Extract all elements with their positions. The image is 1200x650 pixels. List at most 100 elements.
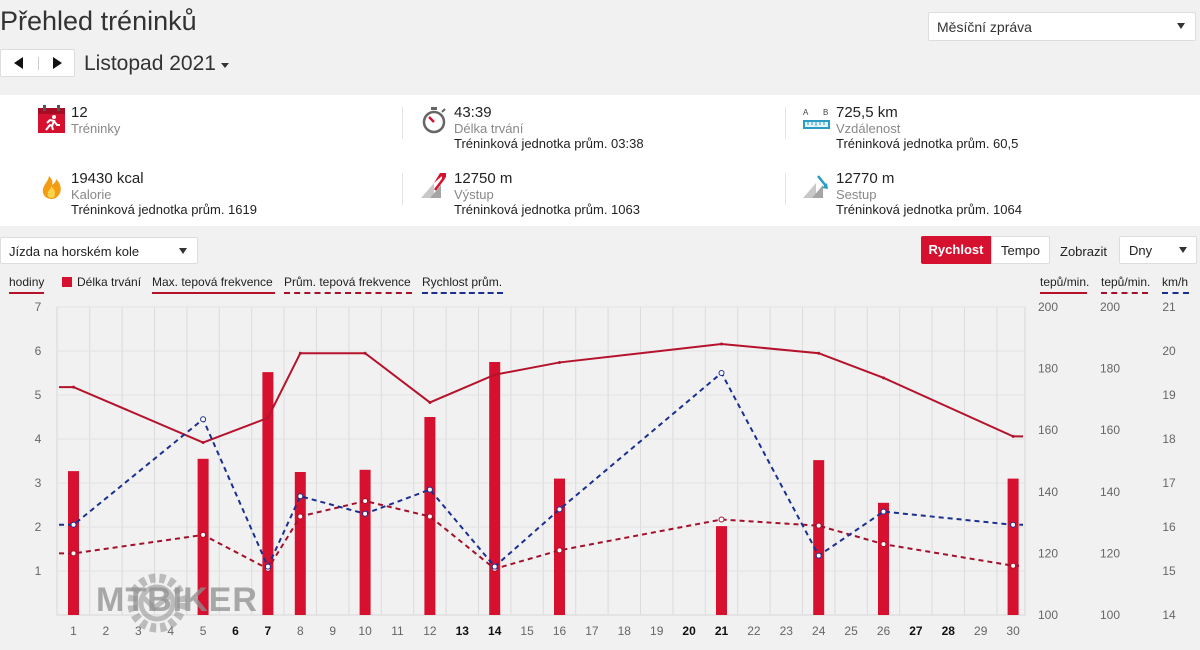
report-type-select[interactable]: Měsíční zpráva [928, 12, 1196, 41]
max-hr-point[interactable] [720, 342, 723, 346]
max-hr-point[interactable] [882, 376, 885, 380]
avg-speed-point[interactable] [880, 508, 887, 515]
x-tick-label[interactable]: 17 [585, 624, 599, 638]
previous-period-button[interactable] [1, 50, 38, 76]
period-label[interactable]: Listopad 2021 [84, 52, 216, 75]
ruler-distance-icon: A B [803, 108, 830, 129]
x-tick-label[interactable]: 20 [682, 624, 696, 638]
y-right-avg-hr-tick-label: 180 [1100, 362, 1120, 376]
legend-duration[interactable]: Délka trvání [77, 275, 142, 289]
max-hr-point[interactable] [428, 400, 432, 404]
pace-toggle-button[interactable]: Tempo [991, 236, 1050, 264]
x-tick-label[interactable]: 4 [167, 624, 174, 638]
max-hr-point[interactable] [558, 360, 561, 364]
x-tick-label[interactable]: 10 [358, 624, 372, 638]
x-tick-label[interactable]: 15 [520, 624, 534, 638]
left-axis-unit-line [9, 292, 44, 294]
duration-bar[interactable] [294, 472, 306, 615]
page-title: Přehled tréninků [0, 6, 197, 36]
period-dropdown-icon[interactable] [221, 63, 229, 68]
max-hr-point[interactable] [817, 351, 821, 355]
x-tick-label[interactable]: 14 [488, 624, 502, 638]
legend-avg-speed[interactable]: Rychlost prům. [422, 275, 503, 289]
x-tick-label[interactable]: 6 [232, 624, 239, 638]
x-tick-label[interactable]: 1 [70, 624, 77, 638]
stats-panel: 12 Tréninky 43:39 Délka trvání Tréninkov… [0, 95, 1200, 226]
duration-bar[interactable] [489, 362, 501, 615]
mtbiker-logo-icon [127, 573, 187, 633]
x-tick-label[interactable]: 21 [715, 624, 729, 638]
avg-speed-point[interactable] [718, 370, 725, 376]
duration-bar[interactable] [262, 372, 274, 615]
avg-hr-point[interactable] [297, 513, 304, 520]
avg-speed-point[interactable] [362, 510, 369, 517]
x-tick-label[interactable]: 23 [780, 624, 794, 638]
avg-hr-point[interactable] [880, 541, 887, 548]
avg-speed-point[interactable] [1010, 521, 1017, 528]
max-hr-point[interactable] [72, 385, 75, 389]
x-tick-label[interactable]: 30 [1006, 624, 1020, 638]
max-hr-point[interactable] [363, 351, 367, 355]
x-tick-label[interactable]: 2 [103, 624, 110, 638]
max-hr-point[interactable] [493, 373, 497, 377]
stat-calories: 19430 kcal Kalorie Tréninková jednotka p… [37, 170, 417, 220]
x-tick-label[interactable]: 11 [391, 624, 404, 638]
duration-bar[interactable] [554, 478, 565, 615]
x-tick-label[interactable]: 16 [553, 624, 567, 638]
right-axis-unit-max-hr: tepů/min. [1040, 275, 1090, 289]
next-period-button[interactable] [38, 50, 75, 76]
x-tick-label[interactable]: 28 [942, 624, 956, 638]
duration-bar[interactable] [813, 460, 825, 615]
x-tick-label[interactable]: 19 [650, 624, 664, 638]
x-tick-label[interactable]: 9 [329, 624, 336, 638]
duration-bar[interactable] [878, 502, 889, 615]
x-tick-label[interactable]: 12 [423, 624, 437, 638]
max-hr-point[interactable] [266, 416, 270, 420]
x-tick-label[interactable]: 22 [747, 624, 761, 638]
max-hr-point[interactable] [201, 441, 205, 445]
avg-speed-point[interactable] [491, 563, 498, 570]
x-tick-label[interactable]: 24 [812, 624, 826, 638]
speed-toggle-button[interactable]: Rychlost [921, 236, 991, 264]
duration-bar[interactable] [359, 469, 371, 615]
x-tick-label[interactable]: 13 [456, 624, 470, 638]
x-tick-label[interactable]: 25 [844, 624, 858, 638]
duration-bar[interactable] [68, 471, 79, 615]
avg-hr-point[interactable] [70, 550, 77, 557]
avg-speed-point[interactable] [297, 493, 304, 500]
max-hr-point[interactable] [1011, 434, 1015, 438]
x-tick-label[interactable]: 29 [974, 624, 988, 638]
duration-bar[interactable] [716, 526, 727, 615]
avg-speed-point[interactable] [70, 521, 77, 528]
avg-speed-point[interactable] [200, 416, 207, 423]
avg-hr-point[interactable] [556, 547, 563, 554]
avg-hr-point[interactable] [426, 513, 433, 520]
legend-avg-hr[interactable]: Prům. tepová frekvence [284, 275, 411, 289]
stat-average: Tréninková jednotka prům. 1064 [836, 202, 1022, 217]
duration-bar[interactable] [1007, 478, 1019, 615]
sport-select[interactable]: Jízda na horském kole [0, 237, 198, 264]
stat-label: Výstup [454, 187, 494, 202]
avg-hr-point[interactable] [1010, 562, 1017, 569]
x-tick-label[interactable]: 3 [135, 624, 142, 638]
x-tick-label[interactable]: 5 [200, 624, 207, 638]
chevron-down-icon [1179, 247, 1187, 253]
granularity-select[interactable]: Dny [1119, 236, 1197, 264]
period-navigation [0, 49, 75, 77]
divider [785, 173, 786, 205]
max-hr-point[interactable] [298, 351, 302, 355]
avg-speed-point[interactable] [556, 506, 563, 513]
avg-hr-point[interactable] [362, 498, 369, 505]
avg-hr-point[interactable] [815, 522, 822, 529]
avg-hr-point[interactable] [718, 516, 725, 523]
x-tick-label[interactable]: 8 [297, 624, 304, 638]
x-tick-label[interactable]: 7 [265, 624, 272, 638]
avg-speed-point[interactable] [426, 486, 433, 493]
avg-speed-point[interactable] [264, 563, 271, 570]
avg-speed-point[interactable] [815, 552, 822, 559]
legend-max-hr[interactable]: Max. tepová frekvence [152, 275, 273, 289]
x-tick-label[interactable]: 18 [618, 624, 632, 638]
avg-hr-point[interactable] [200, 531, 207, 538]
x-tick-label[interactable]: 27 [909, 624, 923, 638]
x-tick-label[interactable]: 26 [877, 624, 891, 638]
